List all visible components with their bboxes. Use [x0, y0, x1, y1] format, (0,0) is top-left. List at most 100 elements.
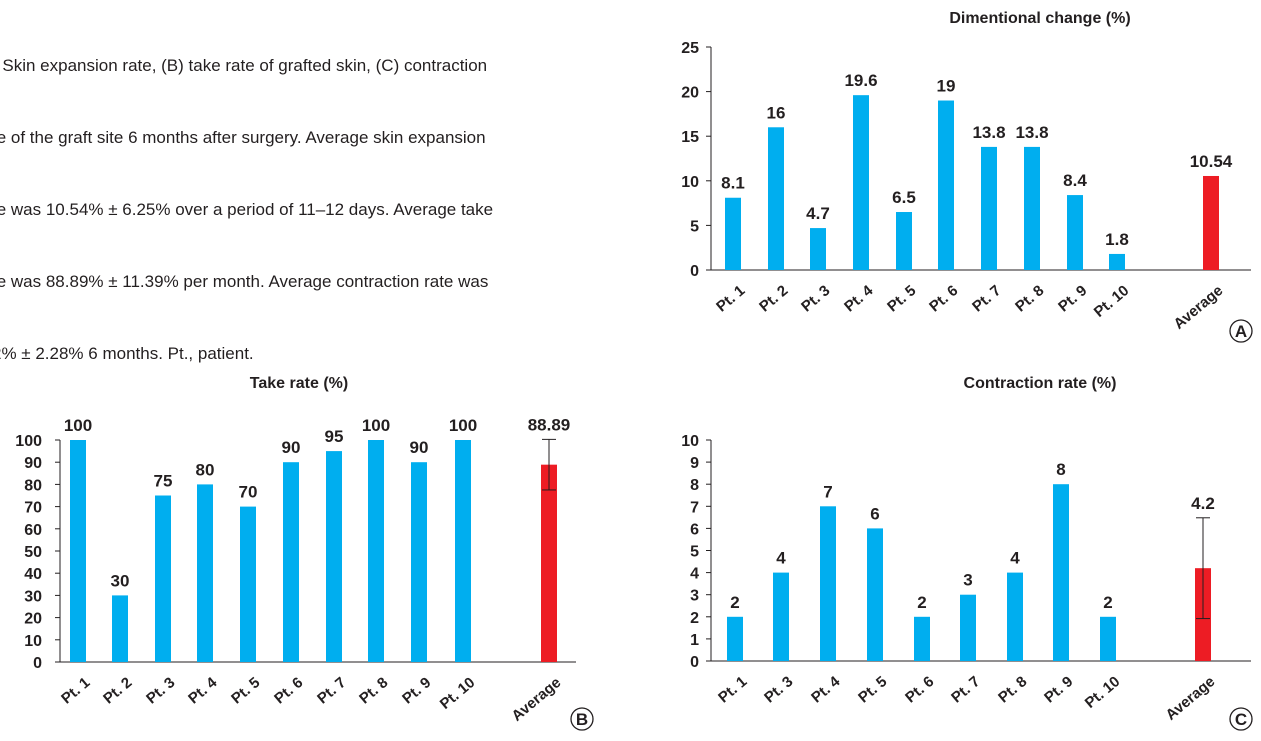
- caption-line: te was 10.54% ± 6.25% over a period of 1…: [0, 200, 494, 219]
- average-bar: [541, 464, 557, 662]
- category-label: Pt. 2: [756, 282, 791, 315]
- data-label: 19.6: [844, 71, 877, 90]
- bar: [155, 495, 171, 662]
- y-tick-label: 20: [24, 611, 42, 628]
- bar: [896, 212, 912, 270]
- category-label: Average: [508, 674, 564, 725]
- bar: [773, 572, 789, 661]
- bar: [727, 616, 743, 661]
- bar: [1024, 146, 1040, 270]
- y-tick-label: 5: [690, 544, 699, 561]
- data-label: 13.8: [972, 123, 1005, 142]
- bar: [914, 616, 930, 661]
- data-label: 8.4: [1063, 171, 1087, 190]
- category-label: Pt. 2: [100, 674, 135, 707]
- category-label: Pt. 5: [884, 282, 919, 315]
- y-tick-label: 30: [24, 588, 42, 605]
- data-label: 2: [917, 593, 926, 612]
- bar: [455, 440, 471, 662]
- panel-letter: C: [1235, 710, 1247, 729]
- data-label: 90: [282, 438, 301, 457]
- y-tick-label: 50: [24, 544, 42, 561]
- category-label: Pt. 4: [808, 673, 844, 707]
- panel-letter-circle: [1229, 707, 1253, 731]
- category-label: Pt. 9: [1041, 673, 1076, 706]
- y-tick-label: 2: [690, 610, 699, 627]
- chart-take-rate: Take rate (%) 0 10 20 30 40 50 60 70 80 90 100 100 Pt…: [15, 375, 594, 731]
- data-label: 1.8: [1105, 230, 1129, 249]
- category-label: Pt. 3: [798, 282, 833, 315]
- y-tick-label: 0: [33, 655, 42, 672]
- y-tick-label: 20: [681, 85, 699, 102]
- data-label: 75: [154, 472, 173, 491]
- category-label: Pt. 10: [437, 674, 479, 713]
- category-label: Pt. 6: [902, 673, 937, 706]
- category-label: Pt. 7: [969, 282, 1004, 315]
- category-label: Pt. 1: [713, 282, 748, 315]
- bar: [810, 228, 826, 270]
- data-label: 90: [410, 438, 429, 457]
- data-label: 3: [963, 571, 972, 590]
- y-tick-label: 25: [681, 40, 699, 57]
- chart-title: Contraction rate (%): [964, 375, 1117, 392]
- data-label: 100: [64, 416, 92, 435]
- data-label: 16: [767, 103, 786, 122]
- category-label: Pt. 9: [1055, 282, 1090, 315]
- bar: [820, 506, 836, 661]
- bar: [197, 484, 213, 662]
- y-tick-label: 5: [690, 218, 699, 235]
- data-label: 100: [449, 416, 477, 435]
- bar: [70, 440, 86, 662]
- chart-contraction-rate: Contraction rate (%) 0 1 2 3 4 5 6 7 8 9 10 2 Pt. 1 4 P…: [681, 375, 1253, 731]
- data-label: 4: [776, 549, 786, 568]
- data-label: 4.2: [1191, 494, 1215, 513]
- y-tick-label: 1: [690, 632, 699, 649]
- data-label: 6: [870, 504, 879, 523]
- data-label: 6.5: [892, 188, 916, 207]
- y-tick-label: 40: [24, 566, 42, 583]
- y-tick-label: 3: [690, 588, 699, 605]
- data-label: 4: [1010, 549, 1020, 568]
- y-tick-label: 7: [690, 499, 699, 516]
- y-tick-label: 0: [690, 654, 699, 671]
- caption-line: ) Skin expansion rate, (B) take rate of …: [0, 56, 488, 75]
- category-label: Pt. 5: [228, 674, 263, 707]
- bar: [1100, 616, 1116, 661]
- category-label: Pt. 10: [1091, 282, 1133, 321]
- bar: [368, 440, 384, 662]
- category-label: Pt. 9: [399, 674, 434, 707]
- bar: [867, 528, 883, 661]
- category-label: Pt. 6: [271, 674, 306, 707]
- data-label: 13.8: [1015, 123, 1048, 142]
- category-label: Pt. 8: [995, 673, 1030, 706]
- y-tick-label: 90: [24, 455, 42, 472]
- category-label: Pt. 10: [1082, 673, 1124, 712]
- y-tick-label: 9: [690, 455, 699, 472]
- y-tick-label: 6: [690, 521, 699, 538]
- y-tick-label: 10: [24, 633, 42, 650]
- chart-dimentional-change: Dimentional change (%) 0 5 10 15 20 25 8.1 Pt. 1…: [681, 10, 1253, 343]
- category-label: Pt. 6: [926, 282, 961, 315]
- bar: [725, 197, 741, 270]
- caption-line: 2% ± 2.28% 6 months. Pt., patient.: [0, 344, 254, 363]
- panel-letter-circle: [1229, 319, 1253, 343]
- category-label: Average: [1162, 673, 1218, 724]
- bar: [938, 100, 954, 271]
- data-label: 2: [730, 593, 739, 612]
- data-label: 4.7: [806, 204, 830, 223]
- data-label: 88.89: [528, 415, 571, 434]
- y-tick-label: 70: [24, 500, 42, 517]
- category-label: Pt. 8: [356, 674, 391, 707]
- y-tick-label: 10: [681, 433, 699, 450]
- category-label: Pt. 7: [948, 673, 983, 706]
- data-label: 10.54: [1190, 152, 1233, 171]
- data-label: 8: [1056, 460, 1065, 479]
- bar: [960, 594, 976, 661]
- caption-line: te of the graft site 6 months after surg…: [0, 128, 486, 147]
- category-label: Pt. 5: [855, 673, 890, 706]
- figure-caption: ) Skin expansion rate, (B) take rate of …: [0, 6, 582, 390]
- bar: [981, 146, 997, 270]
- category-label: Pt. 4: [185, 674, 221, 708]
- data-label: 2: [1103, 593, 1112, 612]
- bar: [1053, 484, 1069, 661]
